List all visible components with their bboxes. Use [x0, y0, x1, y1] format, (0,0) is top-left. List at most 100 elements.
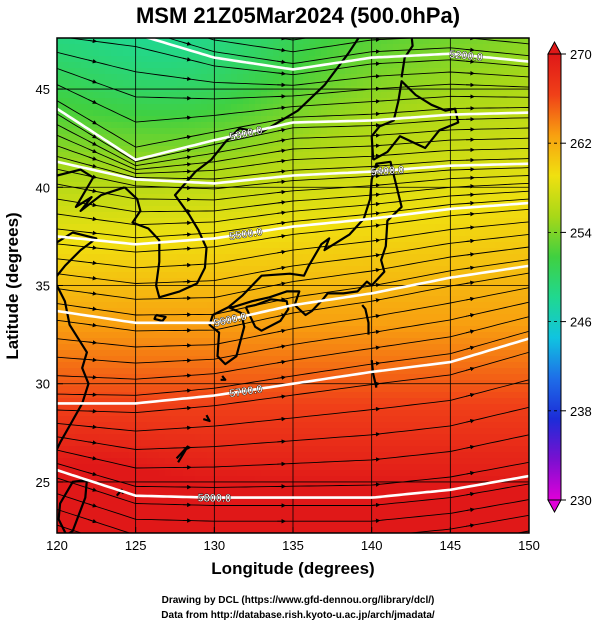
field-cell — [111, 524, 118, 531]
field-cell — [207, 308, 214, 315]
field-cell — [171, 284, 178, 291]
field-cell — [57, 260, 64, 267]
field-cell — [417, 50, 424, 57]
field-cell — [357, 200, 364, 207]
field-cell — [261, 428, 268, 435]
field-cell — [321, 38, 328, 45]
field-cell — [309, 188, 316, 195]
field-cell — [147, 488, 154, 495]
field-cell — [315, 266, 322, 273]
field-cell — [129, 62, 136, 69]
field-cell — [255, 422, 262, 429]
field-cell — [129, 506, 136, 513]
field-cell — [189, 476, 196, 483]
field-cell — [285, 512, 292, 519]
field-cell — [243, 272, 250, 279]
field-cell — [309, 320, 316, 327]
field-cell — [369, 62, 376, 69]
field-cell — [81, 350, 88, 357]
field-cell — [231, 488, 238, 495]
field-cell — [225, 458, 232, 465]
field-cell — [255, 482, 262, 489]
field-cell — [393, 368, 400, 375]
field-cell — [243, 254, 250, 261]
field-cell — [195, 80, 202, 87]
field-cell — [183, 212, 190, 219]
field-cell — [363, 512, 370, 519]
field-cell — [147, 512, 154, 519]
field-cell — [249, 158, 256, 165]
field-cell — [57, 452, 64, 459]
field-cell — [63, 494, 70, 501]
field-cell — [123, 386, 130, 393]
field-cell — [291, 152, 298, 159]
field-cell — [291, 98, 298, 105]
field-cell — [345, 260, 352, 267]
field-cell — [165, 206, 172, 213]
field-cell — [207, 146, 214, 153]
field-cell — [105, 476, 112, 483]
field-cell — [273, 452, 280, 459]
field-cell — [99, 518, 106, 525]
field-cell — [333, 236, 340, 243]
field-cell — [99, 470, 106, 477]
field-cell — [261, 458, 268, 465]
field-cell — [363, 524, 370, 531]
field-cell — [201, 272, 208, 279]
field-cell — [267, 302, 274, 309]
field-cell — [129, 98, 136, 105]
field-cell — [381, 446, 388, 453]
field-cell — [129, 254, 136, 261]
field-cell — [327, 50, 334, 57]
field-cell — [123, 302, 130, 309]
field-cell — [123, 68, 130, 75]
field-cell — [387, 380, 394, 387]
field-cell — [183, 170, 190, 177]
field-cell — [141, 362, 148, 369]
field-cell — [261, 488, 268, 495]
field-cell — [267, 128, 274, 135]
field-cell — [387, 512, 394, 519]
field-cell — [147, 362, 154, 369]
field-cell — [177, 278, 184, 285]
field-cell — [99, 530, 106, 533]
field-cell — [363, 152, 370, 159]
field-cell — [405, 56, 412, 63]
field-cell — [291, 134, 298, 141]
field-cell — [303, 392, 310, 399]
field-cell — [183, 314, 190, 321]
field-cell — [105, 152, 112, 159]
field-cell — [201, 302, 208, 309]
field-cell — [177, 260, 184, 267]
field-cell — [387, 248, 394, 255]
field-cell — [303, 140, 310, 147]
field-cell — [315, 230, 322, 237]
field-cell — [351, 488, 358, 495]
field-cell — [237, 482, 244, 489]
field-cell — [375, 140, 382, 147]
field-cell — [177, 284, 184, 291]
field-cell — [189, 428, 196, 435]
field-cell — [219, 500, 226, 507]
field-cell — [153, 266, 160, 273]
field-cell — [393, 260, 400, 267]
field-cell — [141, 344, 148, 351]
field-cell — [321, 122, 328, 129]
field-cell — [363, 386, 370, 393]
field-cell — [393, 326, 400, 333]
field-cell — [327, 206, 334, 213]
field-cell — [183, 440, 190, 447]
field-cell — [315, 482, 322, 489]
field-cell — [315, 44, 322, 51]
field-cell — [195, 368, 202, 375]
field-cell — [303, 164, 310, 171]
field-cell — [393, 200, 400, 207]
field-cell — [99, 512, 106, 519]
field-cell — [105, 506, 112, 513]
field-cell — [231, 284, 238, 291]
field-cell — [63, 152, 70, 159]
field-cell — [309, 266, 316, 273]
field-cell — [309, 530, 316, 533]
field-cell — [177, 188, 184, 195]
field-cell — [93, 254, 100, 261]
